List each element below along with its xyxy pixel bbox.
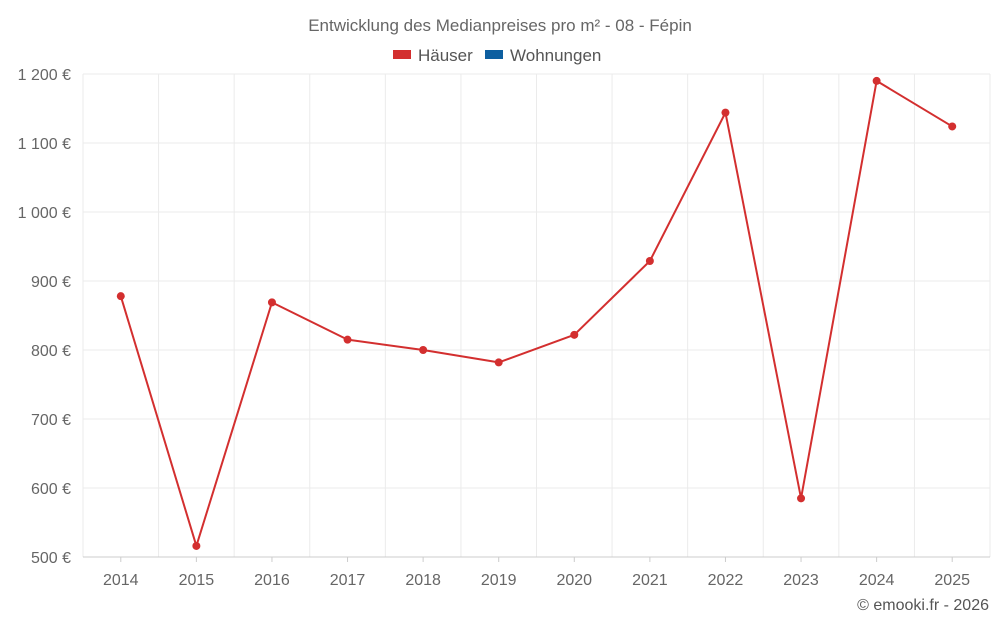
series-line (119, 79, 953, 547)
legend-swatch-haeuser (393, 50, 411, 59)
credit-text: © emooki.fr - 2026 (857, 597, 989, 614)
data-point[interactable] (721, 108, 730, 117)
y-tick-label: 1 000 € (18, 205, 71, 222)
legend-label-haeuser: Häuser (418, 46, 473, 65)
x-tick-label: 2014 (103, 572, 139, 589)
data-point[interactable] (872, 76, 881, 85)
data-point[interactable] (645, 256, 654, 265)
series-haeuser (116, 76, 957, 550)
legend-swatch-wohnungen (485, 50, 503, 59)
data-point[interactable] (419, 346, 428, 354)
x-tick-label: 2021 (632, 572, 668, 589)
axes: 500 € 600 € 700 € 800 € 900 € 1 000 € 1 100 € 1… (18, 67, 990, 589)
x-tick-label: 2016 (254, 572, 290, 589)
x-tick-label: 2023 (783, 572, 819, 589)
x-tick-label: 2019 (481, 572, 517, 589)
y-tick-label: 900 € (31, 274, 71, 291)
x-tick-label: 2020 (556, 572, 592, 589)
data-point[interactable] (267, 298, 276, 307)
chart-title: Entwicklung des Medianpreises pro m² - 0… (308, 16, 692, 35)
y-tick-label: 800 € (31, 343, 71, 360)
legend: Häuser Wohnungen (393, 46, 601, 65)
data-point[interactable] (570, 330, 579, 339)
legend-item-haeuser[interactable]: Häuser (393, 46, 473, 65)
data-point[interactable] (343, 335, 352, 344)
data-point[interactable] (797, 494, 806, 503)
y-tick-label: 500 € (31, 550, 71, 567)
grid (82, 73, 991, 558)
y-tick-label: 700 € (31, 412, 71, 429)
legend-item-wohnungen[interactable]: Wohnungen (485, 46, 601, 65)
legend-label-wohnungen: Wohnungen (510, 46, 601, 65)
y-tick-label: 1 200 € (18, 67, 71, 84)
x-tick-label: 2015 (179, 572, 215, 589)
data-point[interactable] (192, 541, 201, 550)
x-tick-label: 2025 (934, 572, 970, 589)
x-tick-label: 2017 (330, 572, 366, 589)
y-tick-label: 1 100 € (18, 136, 71, 153)
data-point[interactable] (494, 358, 503, 367)
data-point[interactable] (948, 122, 957, 131)
x-tick-label: 2018 (405, 572, 441, 589)
y-tick-label: 600 € (31, 481, 71, 498)
x-tick-label: 2024 (859, 572, 895, 589)
data-point[interactable] (116, 292, 125, 301)
x-tick-label: 2022 (708, 572, 744, 589)
